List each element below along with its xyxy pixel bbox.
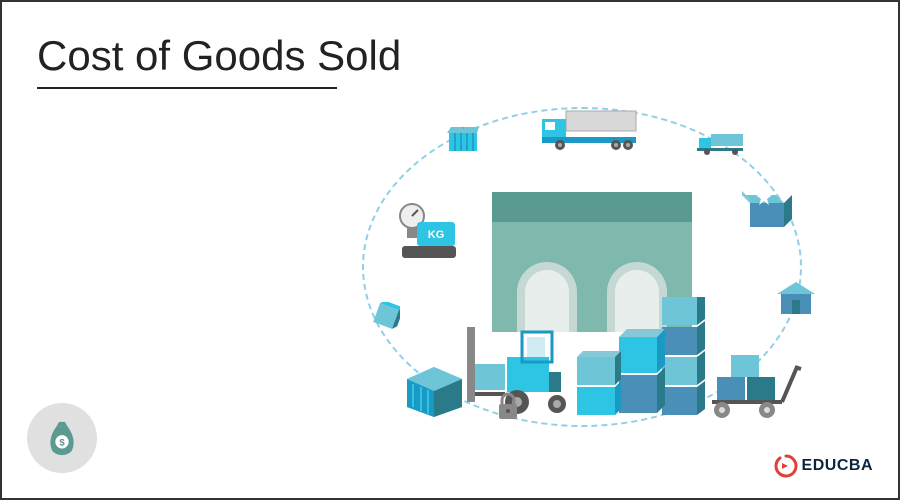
main-frame: Cost of Goods Sold $ EDUCBA bbox=[0, 0, 900, 500]
open-box-icon bbox=[742, 185, 792, 230]
page-title: Cost of Goods Sold bbox=[37, 32, 401, 80]
shipping-container-icon bbox=[447, 127, 479, 155]
weighing-scale-icon: KG bbox=[392, 202, 460, 262]
hut-icon bbox=[777, 282, 815, 314]
padlock-icon bbox=[497, 392, 519, 420]
svg-text:$: $ bbox=[59, 438, 65, 449]
tilted-box-icon bbox=[372, 302, 400, 330]
hand-cart-icon bbox=[707, 347, 802, 422]
stacked-boxes-icon bbox=[577, 297, 707, 417]
forklift-icon bbox=[467, 322, 577, 417]
title-underline bbox=[37, 87, 337, 89]
small-truck-icon bbox=[697, 132, 745, 156]
illustration-scene: KG bbox=[312, 87, 872, 467]
money-bag-badge: $ bbox=[27, 403, 97, 473]
money-bag-icon: $ bbox=[43, 419, 81, 457]
scale-kg-label: KG bbox=[428, 229, 445, 241]
crate-icon bbox=[407, 367, 462, 417]
large-truck-icon bbox=[542, 109, 642, 151]
